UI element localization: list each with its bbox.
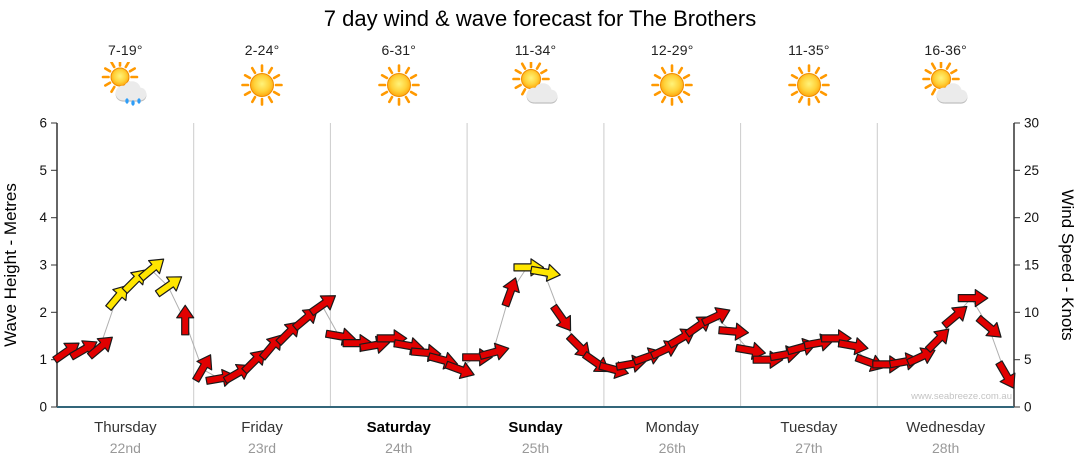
day-footer-sunday: Sunday 25th — [468, 419, 604, 456]
day-header-tuesday: 11-35° — [741, 42, 877, 112]
temp-range: 11-35° — [788, 42, 830, 58]
sun-icon — [741, 62, 877, 112]
right-tick-label: 5 — [1024, 352, 1032, 367]
day-header-monday: 12-29° — [604, 42, 740, 112]
day-footer-friday: Friday 23rd — [194, 419, 330, 456]
temp-range: 7-19° — [108, 42, 143, 58]
temp-range: 16-36° — [924, 42, 967, 58]
sun-icon — [377, 64, 420, 106]
left-tick-label: 4 — [39, 210, 47, 225]
day-footer-tuesday: Tuesday 27th — [741, 419, 877, 456]
day-date: 23rd — [248, 440, 277, 456]
wind-arrow — [565, 333, 591, 358]
day-name: Sunday — [508, 419, 563, 436]
day-header-saturday: 6-31° — [331, 42, 467, 112]
day-footer-wednesday: Wednesday 28th — [878, 419, 1014, 456]
right-tick-label: 20 — [1024, 210, 1039, 225]
sun-icon — [241, 64, 283, 106]
cloud-icon — [526, 83, 557, 104]
wind-arrow — [957, 289, 989, 308]
day-name: Tuesday — [780, 419, 838, 436]
wind-arrow — [192, 354, 213, 383]
day-date: 26th — [658, 440, 686, 456]
left-axis-label: Wave Height - Metres — [1, 183, 20, 347]
left-tick-label: 2 — [39, 305, 47, 320]
left-tick-label: 0 — [39, 400, 47, 415]
wind-arrow — [308, 295, 337, 317]
day-name: Monday — [645, 419, 699, 436]
sun-icon — [194, 62, 330, 112]
day-name: Wednesday — [906, 419, 986, 436]
cloud-icon — [115, 81, 147, 102]
wind-arrow — [906, 347, 936, 367]
right-axis-label: Wind Speed - Knots — [1058, 189, 1077, 340]
day-header-wednesday: 16-36° — [878, 42, 1014, 112]
day-date: 24th — [385, 440, 413, 456]
day-header-sunday: 11-34° — [468, 42, 604, 112]
day-name: Friday — [241, 419, 283, 436]
wind-arrow — [701, 307, 731, 327]
wind-arrow — [718, 322, 750, 341]
wind-arrow — [478, 342, 510, 361]
sun-cloud-rain-icon — [57, 62, 193, 112]
day-footer-thursday: Thursday 22nd — [57, 419, 193, 456]
left-tick-label: 3 — [39, 258, 47, 273]
wind-arrow — [501, 277, 520, 308]
right-tick-label: 10 — [1024, 305, 1039, 320]
wind-arrow — [924, 328, 950, 353]
right-tick-label: 30 — [1024, 116, 1039, 131]
day-date: 22nd — [109, 440, 141, 456]
day-date: 27th — [795, 440, 823, 456]
day-header-friday: 2-24° — [194, 42, 330, 112]
wind-arrow — [550, 303, 572, 332]
wind-arrow — [291, 308, 319, 332]
temp-range: 12-29° — [650, 42, 694, 58]
wind-arrow — [86, 336, 113, 360]
right-tick-label: 0 — [1024, 400, 1032, 415]
sun-icon — [102, 62, 139, 96]
sun-icon — [651, 64, 694, 106]
day-name: Saturday — [366, 419, 431, 436]
sun-cloud-icon — [468, 62, 604, 112]
wind-arrow — [837, 337, 869, 356]
sun-icon — [604, 62, 740, 112]
wind-arrow — [975, 314, 1002, 338]
left-tick-label: 1 — [39, 352, 47, 367]
wind-arrow — [176, 304, 195, 336]
wind-arrow — [941, 305, 968, 329]
wind-arrow — [529, 263, 561, 282]
day-name: Thursday — [94, 419, 157, 436]
day-footer-monday: Monday 26th — [604, 419, 740, 456]
temp-range: 2-24° — [244, 42, 280, 58]
wind-arrow — [444, 360, 475, 380]
cloud-icon — [936, 83, 968, 104]
day-date: 28th — [932, 440, 960, 456]
day-footer-saturday: Saturday 24th — [331, 419, 467, 456]
day-header-thursday: 7-19° — [57, 42, 193, 112]
rain-icon — [125, 98, 142, 106]
wind-arrow — [995, 360, 1016, 389]
left-tick-label: 5 — [39, 163, 47, 178]
temp-range: 11-34° — [514, 42, 557, 58]
wind-arrow — [138, 258, 165, 282]
wind-arrow — [154, 276, 183, 298]
watermark: www.seabreeze.com.au — [911, 391, 1012, 402]
chart-title: 7 day wind & wave forecast for The Broth… — [323, 6, 757, 31]
day-date: 25th — [521, 440, 550, 456]
right-tick-label: 25 — [1024, 163, 1039, 178]
sun-icon — [788, 64, 830, 106]
sun-icon — [331, 62, 467, 112]
temp-range: 6-31° — [381, 42, 417, 58]
sun-cloud-icon — [878, 62, 1014, 112]
left-tick-label: 6 — [39, 116, 47, 131]
right-tick-label: 15 — [1024, 258, 1039, 273]
